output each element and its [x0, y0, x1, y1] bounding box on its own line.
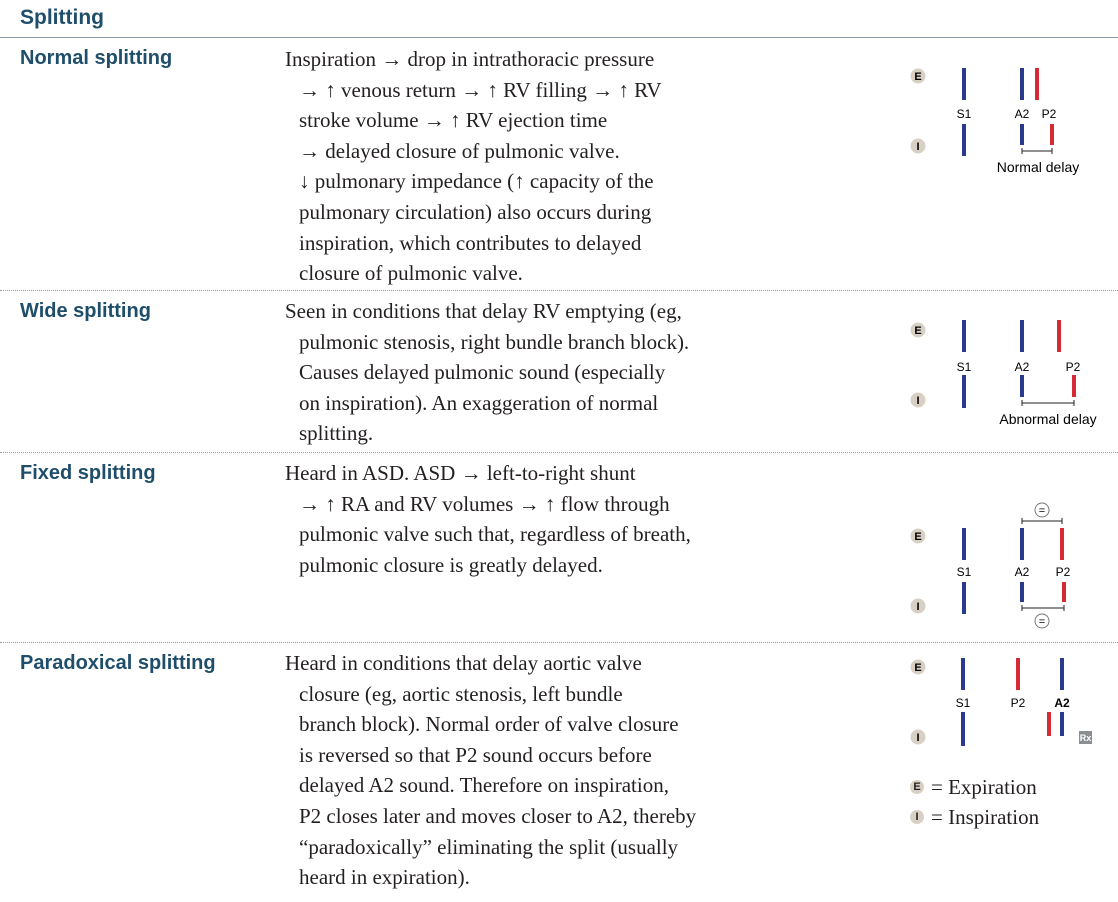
legend-expiration-text: = Expiration — [931, 774, 1037, 799]
paradoxical-splitting-diagram: E I S1 P2 A2 Rx — [910, 658, 1092, 746]
desc-line: pulmonic stenosis, right bundle branch b… — [299, 329, 690, 354]
delay-caption: Normal delay — [997, 159, 1079, 175]
p2-label: P2 — [1042, 107, 1057, 121]
inspiration-badge: I — [910, 729, 926, 745]
desc-line: pulmonary circulation) also occurs durin… — [299, 199, 652, 224]
svg-text:E: E — [914, 531, 921, 543]
desc-line: is reversed so that P2 sound occurs befo… — [299, 742, 652, 767]
row-description: Heard in conditions that delay aortic va… — [285, 648, 755, 893]
svg-text:Rx: Rx — [1080, 733, 1092, 743]
inspiration-badge: I — [910, 138, 926, 154]
normal-splitting-diagram: E I S1 A2 P2 Normal delay — [910, 68, 1079, 175]
s1-label: S1 — [956, 696, 971, 710]
header-rule — [0, 37, 1118, 38]
bottom-bracket — [1021, 605, 1065, 611]
row-separator — [0, 452, 1118, 453]
desc-line: pulmonic valve such that, regardless of … — [299, 522, 691, 547]
svg-text:I: I — [916, 601, 919, 613]
inspiration-badge: I — [910, 392, 926, 408]
a2-label: A2 — [1015, 360, 1030, 374]
inspiration-badge: I — [910, 810, 924, 824]
desc-line: “paradoxically” eliminating the split (u… — [299, 834, 679, 859]
top-bracket — [1021, 518, 1063, 524]
a2-label: A2 — [1015, 565, 1030, 579]
svg-text:E: E — [914, 325, 921, 337]
legend-inspiration: I = Inspiration — [910, 802, 1039, 832]
desc-line: Heard in conditions that delay aortic va… — [285, 651, 642, 675]
section-title: Splitting — [20, 6, 104, 29]
expiration-badge: E — [910, 780, 924, 794]
desc-line: → delayed closure of pulmonic valve. — [299, 138, 620, 163]
row-label: Fixed splitting — [20, 462, 156, 484]
delay-bracket — [1021, 148, 1053, 154]
legend-expiration: E = Expiration — [910, 772, 1039, 802]
desc-line: splitting. — [299, 421, 374, 446]
wide-splitting-diagram: E I S1 A2 P2 Abnormal delay — [910, 320, 1097, 427]
desc-line: closure (eg, aortic stenosis, left bundl… — [299, 681, 623, 706]
desc-line: Heard in ASD. ASD → left-to-right shunt — [285, 461, 636, 485]
svg-text:=: = — [1039, 505, 1045, 517]
s1-label: S1 — [957, 565, 972, 579]
p2-label: P2 — [1066, 360, 1081, 374]
inspiration-badge: I — [910, 598, 926, 614]
desc-line: branch block). Normal order of valve clo… — [299, 712, 679, 737]
expiration-badge: E — [910, 68, 926, 84]
row-separator — [0, 290, 1118, 291]
legend: E = Expiration I = Inspiration — [910, 772, 1039, 832]
legend-inspiration-text: = Inspiration — [931, 804, 1040, 829]
expiration-badge: E — [910, 322, 926, 338]
row-label: Wide splitting — [20, 300, 151, 322]
desc-line: closure of pulmonic valve. — [299, 261, 523, 286]
svg-text:=: = — [1039, 616, 1045, 628]
expiration-badge: E — [910, 659, 926, 675]
desc-line: → ↑ RA and RV volumes → ↑ flow through — [299, 491, 670, 516]
desc-line: P2 closes later and moves closer to A2, … — [299, 803, 697, 828]
s1-label: S1 — [957, 107, 972, 121]
desc-line: stroke volume → ↑ RV ejection time — [299, 108, 608, 133]
fixed-splitting-diagram: E I = S1 A2 P2 = — [910, 502, 1071, 629]
equal-badge-top: = — [1034, 502, 1050, 518]
row-description: Heard in ASD. ASD → left-to-right shunt … — [285, 458, 755, 580]
desc-line: heard in expiration). — [299, 865, 470, 890]
svg-text:E: E — [914, 71, 921, 83]
desc-line: delayed A2 sound. Therefore on inspirati… — [299, 773, 669, 798]
equal-badge-bottom: = — [1034, 613, 1050, 629]
p2-label: P2 — [1056, 565, 1071, 579]
desc-line: Seen in conditions that delay RV emptyin… — [285, 299, 682, 323]
delay-caption: Abnormal delay — [999, 411, 1096, 427]
delay-bracket — [1021, 400, 1075, 406]
desc-line: ↓ pulmonary impedance (↑ capacity of the — [299, 169, 654, 194]
rx-icon: Rx — [1079, 731, 1092, 744]
svg-text:E: E — [914, 662, 921, 674]
desc-line: on inspiration). An exaggeration of norm… — [299, 390, 659, 415]
desc-line: Causes delayed pulmonic sound (especiall… — [299, 360, 666, 385]
s1-label: S1 — [957, 360, 972, 374]
p2-label: P2 — [1011, 696, 1026, 710]
row-description: Inspiration → drop in intrathoracic pres… — [285, 44, 755, 289]
svg-text:I: I — [916, 141, 919, 153]
row-separator — [0, 642, 1118, 643]
expiration-badge: E — [910, 528, 926, 544]
row-label: Paradoxical splitting — [20, 652, 216, 674]
desc-line: inspiration, which contributes to delaye… — [299, 230, 642, 255]
desc-line: pulmonic closure is greatly delayed. — [299, 552, 603, 577]
row-label: Normal splitting — [20, 47, 173, 69]
row-description: Seen in conditions that delay RV emptyin… — [285, 296, 755, 449]
svg-text:I: I — [916, 395, 919, 407]
svg-text:I: I — [916, 732, 919, 744]
desc-line: → ↑ venous return → ↑ RV filling → ↑ RV — [299, 77, 662, 102]
a2-label: A2 — [1015, 107, 1030, 121]
a2-label: A2 — [1054, 696, 1070, 710]
desc-line: Inspiration → drop in intrathoracic pres… — [285, 47, 655, 71]
